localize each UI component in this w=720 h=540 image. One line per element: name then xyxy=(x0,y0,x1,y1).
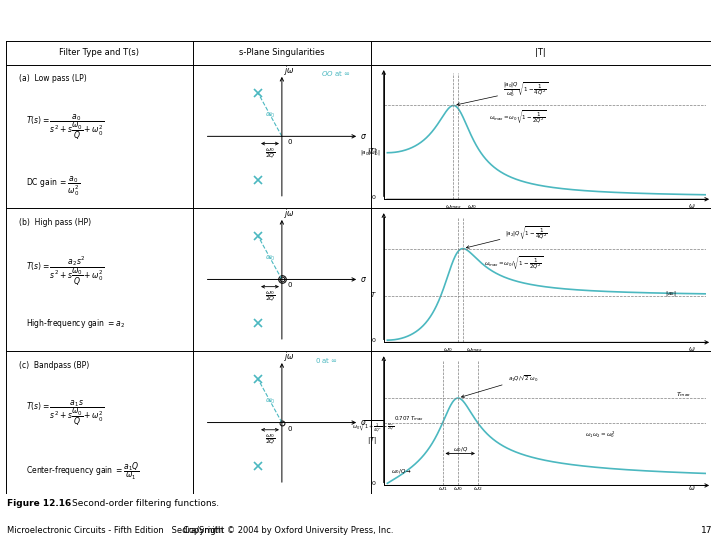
Text: $0$ at $\infty$: $0$ at $\infty$ xyxy=(315,355,338,364)
Text: $\omega_0/Q$: $\omega_0/Q$ xyxy=(453,445,468,454)
Text: $\omega_1$: $\omega_1$ xyxy=(438,485,447,493)
Text: Microelectronic Circuits - Fifth Edition   Sedra/Smith: Microelectronic Circuits - Fifth Edition… xyxy=(7,525,224,535)
Text: $\dfrac{\omega_0}{2Q}$: $\dfrac{\omega_0}{2Q}$ xyxy=(264,433,276,446)
Text: $\dfrac{\omega_0}{2Q}$: $\dfrac{\omega_0}{2Q}$ xyxy=(264,146,276,160)
Text: $\omega_{max} = \omega_0\sqrt{1 - \dfrac{1}{2Q^2}}$: $\omega_{max} = \omega_0\sqrt{1 - \dfrac… xyxy=(489,109,546,125)
Text: $|a_0/\omega_0^2|$: $|a_0/\omega_0^2|$ xyxy=(360,147,380,158)
Text: Copyright © 2004 by Oxford University Press, Inc.: Copyright © 2004 by Oxford University Pr… xyxy=(183,525,393,535)
Text: $\sigma$: $\sigma$ xyxy=(360,132,367,141)
Text: $\omega_0$: $\omega_0$ xyxy=(467,203,476,211)
Text: DC gain $= \dfrac{a_0}{\omega_0^2}$: DC gain $= \dfrac{a_0}{\omega_0^2}$ xyxy=(26,174,80,198)
Text: 0: 0 xyxy=(288,139,292,145)
Text: $j\omega$: $j\omega$ xyxy=(284,64,294,77)
Text: $|T|$: $|T|$ xyxy=(366,146,377,157)
Text: $T(s) = \dfrac{a_1 s}{s^2 + s\dfrac{\omega_0}{Q} + \omega_0^2}$: $T(s) = \dfrac{a_1 s}{s^2 + s\dfrac{\ome… xyxy=(26,399,104,428)
Text: $0$: $0$ xyxy=(372,480,377,487)
Text: Center-frequency gain $= \dfrac{a_1 Q}{\omega_1}$: Center-frequency gain $= \dfrac{a_1 Q}{\… xyxy=(26,460,140,482)
Text: $\omega_0/Q \rightarrow$: $\omega_0/Q \rightarrow$ xyxy=(391,467,412,476)
Text: (a)  Low pass (LP): (a) Low pass (LP) xyxy=(19,75,86,84)
Text: 0: 0 xyxy=(288,282,292,288)
Text: Filter Type and T(s): Filter Type and T(s) xyxy=(59,48,140,57)
Text: $0$: $0$ xyxy=(372,336,377,344)
Text: $\sigma$: $\sigma$ xyxy=(360,418,367,427)
Text: $j\omega$: $j\omega$ xyxy=(284,207,294,220)
Text: s-Plane Singularities: s-Plane Singularities xyxy=(239,48,325,57)
Text: $\omega$: $\omega$ xyxy=(688,484,696,492)
Text: $T$: $T$ xyxy=(370,290,377,299)
Text: $\omega_0$: $\omega_0$ xyxy=(265,397,276,406)
Text: Figure 12.16: Figure 12.16 xyxy=(7,499,71,508)
Text: $OO$ at $\infty$: $OO$ at $\infty$ xyxy=(320,69,350,78)
Text: $\omega_0\sqrt{1+\frac{1}{4Q^2}} - \frac{\omega_0}{2Q}$: $\omega_0\sqrt{1+\frac{1}{4Q^2}} - \frac… xyxy=(352,420,394,434)
Text: $\omega_1\omega_2 = \omega_0^2$: $\omega_1\omega_2 = \omega_0^2$ xyxy=(585,429,616,440)
Text: High-frequency gain $= a_2$: High-frequency gain $= a_2$ xyxy=(26,317,125,330)
Text: $\omega_0$: $\omega_0$ xyxy=(443,346,452,354)
Text: $\omega$: $\omega$ xyxy=(688,202,696,210)
Text: $T(s) = \dfrac{a_0}{s^2 + s\dfrac{\omega_0}{Q} + \omega_0^2}$: $T(s) = \dfrac{a_0}{s^2 + s\dfrac{\omega… xyxy=(26,112,104,142)
Text: |T|: |T| xyxy=(536,48,546,57)
Text: $|a_2|$: $|a_2|$ xyxy=(665,288,678,298)
Text: $|a_2|Q\sqrt{1-\dfrac{1}{4Q^2}}$: $|a_2|Q\sqrt{1-\dfrac{1}{4Q^2}}$ xyxy=(467,224,549,248)
Text: $\dfrac{|a_0|Q}{\omega_0^2}\sqrt{1-\dfrac{1}{4Q^2}}$: $\dfrac{|a_0|Q}{\omega_0^2}\sqrt{1-\dfra… xyxy=(457,80,548,105)
Text: $0$: $0$ xyxy=(372,193,377,201)
Text: $T_{max}$: $T_{max}$ xyxy=(676,390,691,399)
Text: (c)  Bandpass (BP): (c) Bandpass (BP) xyxy=(19,361,89,370)
Text: 0: 0 xyxy=(288,426,292,431)
Text: $\omega_0$: $\omega_0$ xyxy=(453,485,463,493)
Text: $j\omega$: $j\omega$ xyxy=(284,350,294,363)
Text: $a_1Q/\sqrt{2}\,\omega_0$: $a_1Q/\sqrt{2}\,\omega_0$ xyxy=(462,374,538,397)
Text: $\omega_{max}$: $\omega_{max}$ xyxy=(445,203,462,211)
Text: $\omega_0$: $\omega_0$ xyxy=(265,111,276,120)
Text: $\sigma$: $\sigma$ xyxy=(360,275,367,284)
Text: $T(s) = \dfrac{a_2 s^2}{s^2 + s\dfrac{\omega_0}{Q} + \omega_0^2}$: $T(s) = \dfrac{a_2 s^2}{s^2 + s\dfrac{\o… xyxy=(26,255,104,288)
Text: $\dfrac{\omega_0}{2Q}$: $\dfrac{\omega_0}{2Q}$ xyxy=(264,289,276,303)
Text: $0.707\,T_{max}$: $0.707\,T_{max}$ xyxy=(395,414,424,423)
Text: (b)  High pass (HP): (b) High pass (HP) xyxy=(19,218,91,227)
Text: $\omega_2$: $\omega_2$ xyxy=(473,485,482,493)
Text: 17: 17 xyxy=(701,525,713,535)
Text: Second-order filtering functions.: Second-order filtering functions. xyxy=(72,499,219,508)
Text: $\omega$: $\omega$ xyxy=(688,345,696,353)
Text: $|T|$: $|T|$ xyxy=(366,435,377,446)
Text: $\omega_0$: $\omega_0$ xyxy=(265,254,276,263)
Text: $\omega_{max} = \omega_0 / \sqrt{1 - \dfrac{1}{2Q^2}}$: $\omega_{max} = \omega_0 / \sqrt{1 - \df… xyxy=(484,254,544,271)
Text: $\omega_{max}$: $\omega_{max}$ xyxy=(467,346,483,354)
